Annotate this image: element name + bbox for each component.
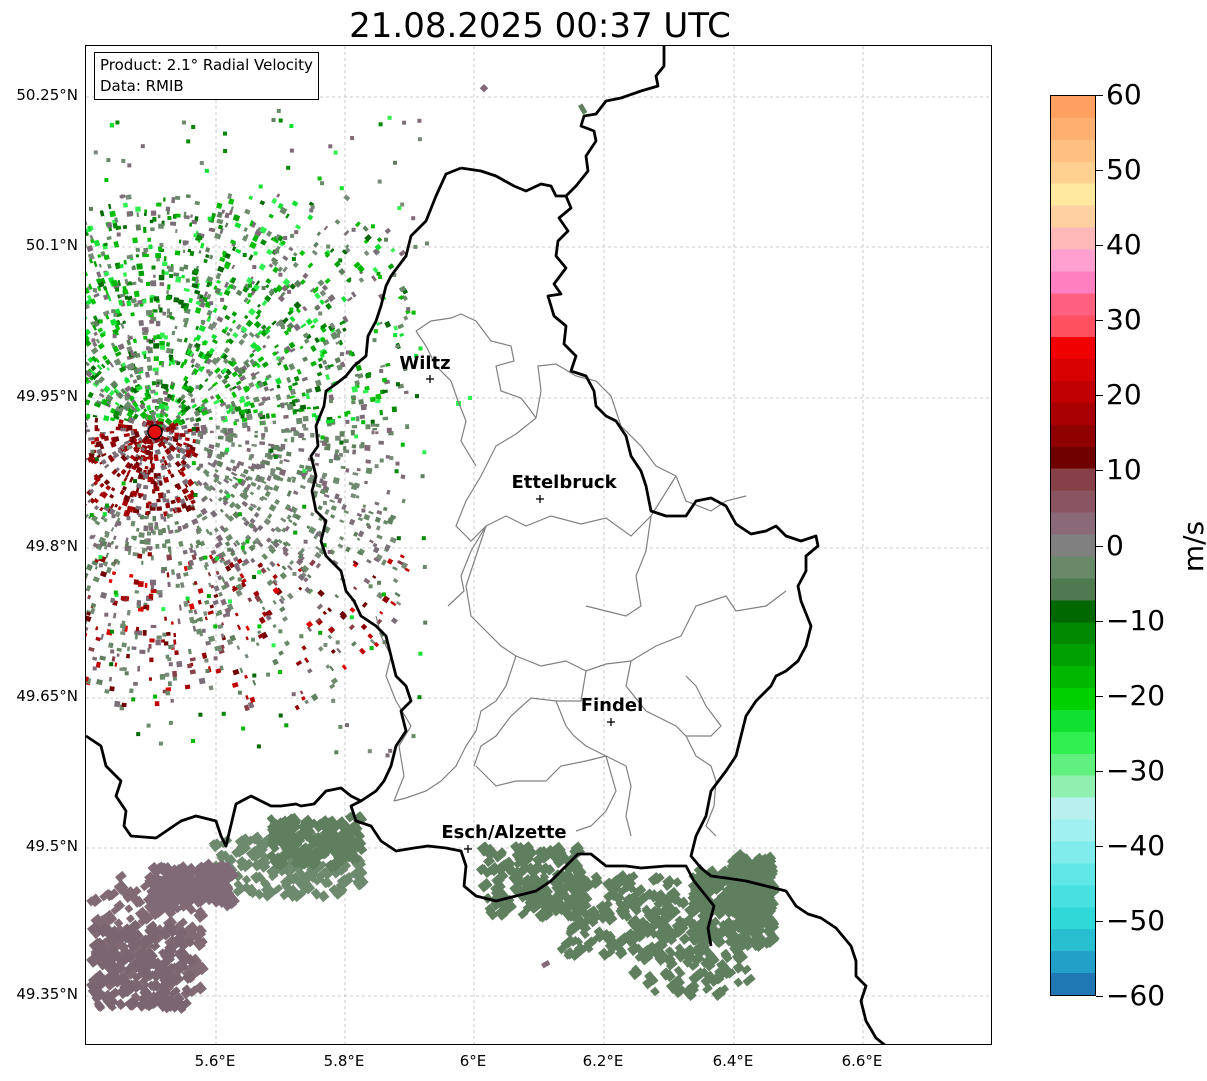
lon-label: 5.8°E — [323, 1052, 365, 1070]
city-markers — [426, 375, 615, 853]
colorbar-tick-label: 40 — [1106, 228, 1142, 262]
city-labels: Wiltz Ettelbruck Findel Esch/Alzette — [399, 353, 643, 843]
colorbar-tick — [1096, 620, 1103, 622]
velocity-colorbar — [1050, 95, 1096, 996]
product-line: Product: 2.1° Radial Velocity — [100, 56, 313, 74]
colorbar-tick-label: −60 — [1106, 979, 1166, 1012]
colorbar-unit-label: m/s — [1177, 520, 1207, 573]
admin-region-boundaries — [375, 313, 787, 837]
colorbar-tick-label: 0 — [1106, 528, 1124, 562]
city-label-findel: Findel — [581, 695, 644, 716]
colorbar-tick — [1096, 245, 1103, 247]
lat-label: 50.25°N — [16, 86, 78, 104]
lon-label: 5.6°E — [194, 1052, 236, 1070]
lat-label: 49.5°N — [25, 837, 78, 855]
lon-label: 6.4°E — [712, 1052, 754, 1070]
lon-label: 6°E — [459, 1052, 487, 1070]
luxembourg-border — [309, 166, 716, 947]
lat-label: 50.1°N — [25, 236, 78, 254]
colorbar-tick-label: −30 — [1106, 753, 1166, 787]
colorbar-tick — [1096, 320, 1103, 322]
national-border — [546, 46, 886, 1044]
colorbar-tick — [1096, 920, 1103, 922]
colorbar-tick — [1096, 95, 1103, 96]
map-area[interactable]: Wiltz Ettelbruck Findel Esch/Alzette — [85, 45, 992, 1045]
colorbar-tick — [1096, 996, 1103, 997]
city-label-wiltz: Wiltz — [399, 353, 450, 374]
radar-site-marker — [147, 424, 163, 440]
lat-label: 49.95°N — [16, 387, 78, 405]
lat-label: 49.35°N — [16, 985, 78, 1003]
colorbar-tick-label: −50 — [1106, 903, 1166, 937]
colorbar-tick-label: 10 — [1106, 453, 1142, 487]
colorbar-tick-label: 30 — [1106, 303, 1142, 337]
colorbar-tick — [1096, 470, 1103, 472]
city-label-ettelbruck: Ettelbruck — [511, 472, 617, 493]
lon-label: 6.2°E — [582, 1052, 624, 1070]
colorbar-tick-label: 20 — [1106, 378, 1142, 412]
map-title: 21.08.2025 00:37 UTC — [349, 6, 731, 46]
colorbar-tick-label: −10 — [1106, 603, 1166, 637]
colorbar-tick-label: 50 — [1106, 153, 1142, 187]
lon-label: 6.6°E — [841, 1052, 883, 1070]
lat-label: 49.65°N — [16, 687, 78, 705]
lat-label: 49.8°N — [25, 537, 78, 555]
data-source-line: Data: RMIB — [100, 77, 184, 95]
colorbar-tick-label: −20 — [1106, 678, 1166, 712]
colorbar-tick-label: 60 — [1106, 78, 1142, 111]
city-label-esch-alzette: Esch/Alzette — [441, 822, 566, 843]
product-info-box: Product: 2.1° Radial Velocity Data: RMIB — [94, 52, 319, 100]
map-canvas[interactable]: Wiltz Ettelbruck Findel Esch/Alzette — [86, 46, 992, 1045]
colorbar-tick — [1096, 395, 1103, 397]
colorbar-tick — [1096, 845, 1103, 847]
belgium-france-border — [86, 734, 362, 848]
colorbar-tick — [1096, 695, 1103, 697]
radar-echoes — [86, 84, 780, 1014]
colorbar-tick-label: −40 — [1106, 828, 1166, 862]
colorbar-tick — [1096, 770, 1103, 772]
colorbar-tick — [1096, 170, 1103, 172]
colorbar-tick — [1096, 545, 1103, 547]
